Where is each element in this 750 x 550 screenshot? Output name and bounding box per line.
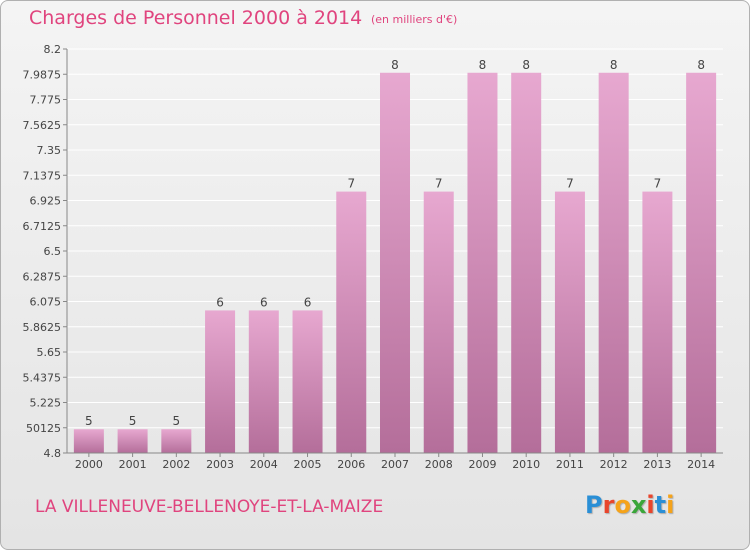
bar-data-label: 8	[697, 58, 705, 72]
bar-data-label: 5	[129, 414, 137, 428]
x-tick-label: 2009	[468, 458, 496, 471]
x-tick-label: 2014	[687, 458, 715, 471]
y-tick-label: 7.775	[30, 94, 62, 107]
logo-letter: t	[654, 491, 667, 519]
bar	[554, 191, 585, 453]
y-tick-label: 7.35	[37, 144, 62, 157]
bar	[467, 72, 498, 453]
bar-data-label: 8	[391, 58, 399, 72]
x-tick-label: 2010	[512, 458, 540, 471]
bar	[423, 191, 454, 453]
bar-data-label: 8	[522, 58, 530, 72]
y-tick-label: 6.5	[44, 245, 62, 258]
bar-data-label: 5	[85, 414, 93, 428]
bar	[73, 429, 104, 453]
bar	[161, 429, 192, 453]
x-tick-label: 2003	[206, 458, 234, 471]
bar	[117, 429, 148, 453]
x-tick-label: 2000	[75, 458, 103, 471]
bar	[598, 72, 629, 453]
chart-title: Charges de Personnel 2000 à 2014	[29, 7, 363, 29]
logo-letter: o	[614, 491, 631, 519]
y-tick-label: 6.2875	[23, 270, 62, 283]
bar-data-label: 6	[260, 295, 268, 309]
x-tick-label: 2005	[294, 458, 322, 471]
bar-data-label: 6	[304, 295, 312, 309]
bar-data-label: 8	[479, 58, 487, 72]
y-tick-label: 5.225	[30, 397, 62, 410]
y-tick-label: 5.65	[37, 346, 62, 359]
y-tick-label: 5.4375	[23, 371, 62, 384]
bar	[292, 310, 323, 453]
logo-letter: r	[602, 491, 615, 519]
bar	[336, 191, 367, 453]
y-tick-label: 7.9875	[23, 68, 62, 81]
bar-data-label: 6	[216, 295, 224, 309]
x-tick-label: 2008	[425, 458, 453, 471]
bar	[642, 191, 673, 453]
y-tick-label: 4.8	[44, 447, 62, 460]
logo-letter: x	[630, 491, 647, 519]
place-name: LA VILLENEUVE-BELLENOYE-ET-LA-MAIZE	[35, 497, 384, 517]
y-tick-label: 7.1375	[23, 169, 62, 182]
y-tick-label: 6.925	[30, 195, 62, 208]
x-tick-label: 2011	[556, 458, 584, 471]
y-tick-label: 6.7125	[23, 220, 62, 233]
x-tick-label: 2012	[600, 458, 628, 471]
bar-data-label: 7	[435, 177, 443, 191]
bar-data-label: 7	[566, 177, 574, 191]
x-tick-label: 2013	[643, 458, 671, 471]
bar	[248, 310, 279, 453]
y-tick-label: 50125	[26, 422, 61, 435]
bar	[380, 72, 410, 453]
x-tick-label: 2007	[381, 458, 409, 471]
bar	[511, 72, 542, 453]
y-tick-label: 7.5625	[23, 119, 62, 132]
bar-data-label: 5	[173, 414, 181, 428]
proxiti-logo: Proxiti	[585, 491, 674, 519]
bar-data-label: 7	[347, 177, 355, 191]
x-tick-label: 2002	[162, 458, 190, 471]
x-tick-label: 2004	[250, 458, 278, 471]
y-tick-label: 5.8625	[23, 321, 62, 334]
x-tick-label: 2006	[337, 458, 365, 471]
bar-data-label: 7	[654, 177, 662, 191]
bar	[205, 310, 236, 453]
y-tick-label: 6.075	[30, 296, 62, 309]
y-tick-label: 8.2	[44, 43, 62, 56]
x-tick-label: 2001	[119, 458, 147, 471]
logo-letter: i	[646, 491, 655, 519]
bar-data-label: 8	[610, 58, 618, 72]
chart-subtitle: (en milliers d'€)	[371, 13, 458, 26]
logo-letter: i	[666, 491, 675, 519]
bar	[686, 72, 717, 453]
logo-letter: P	[585, 491, 603, 519]
